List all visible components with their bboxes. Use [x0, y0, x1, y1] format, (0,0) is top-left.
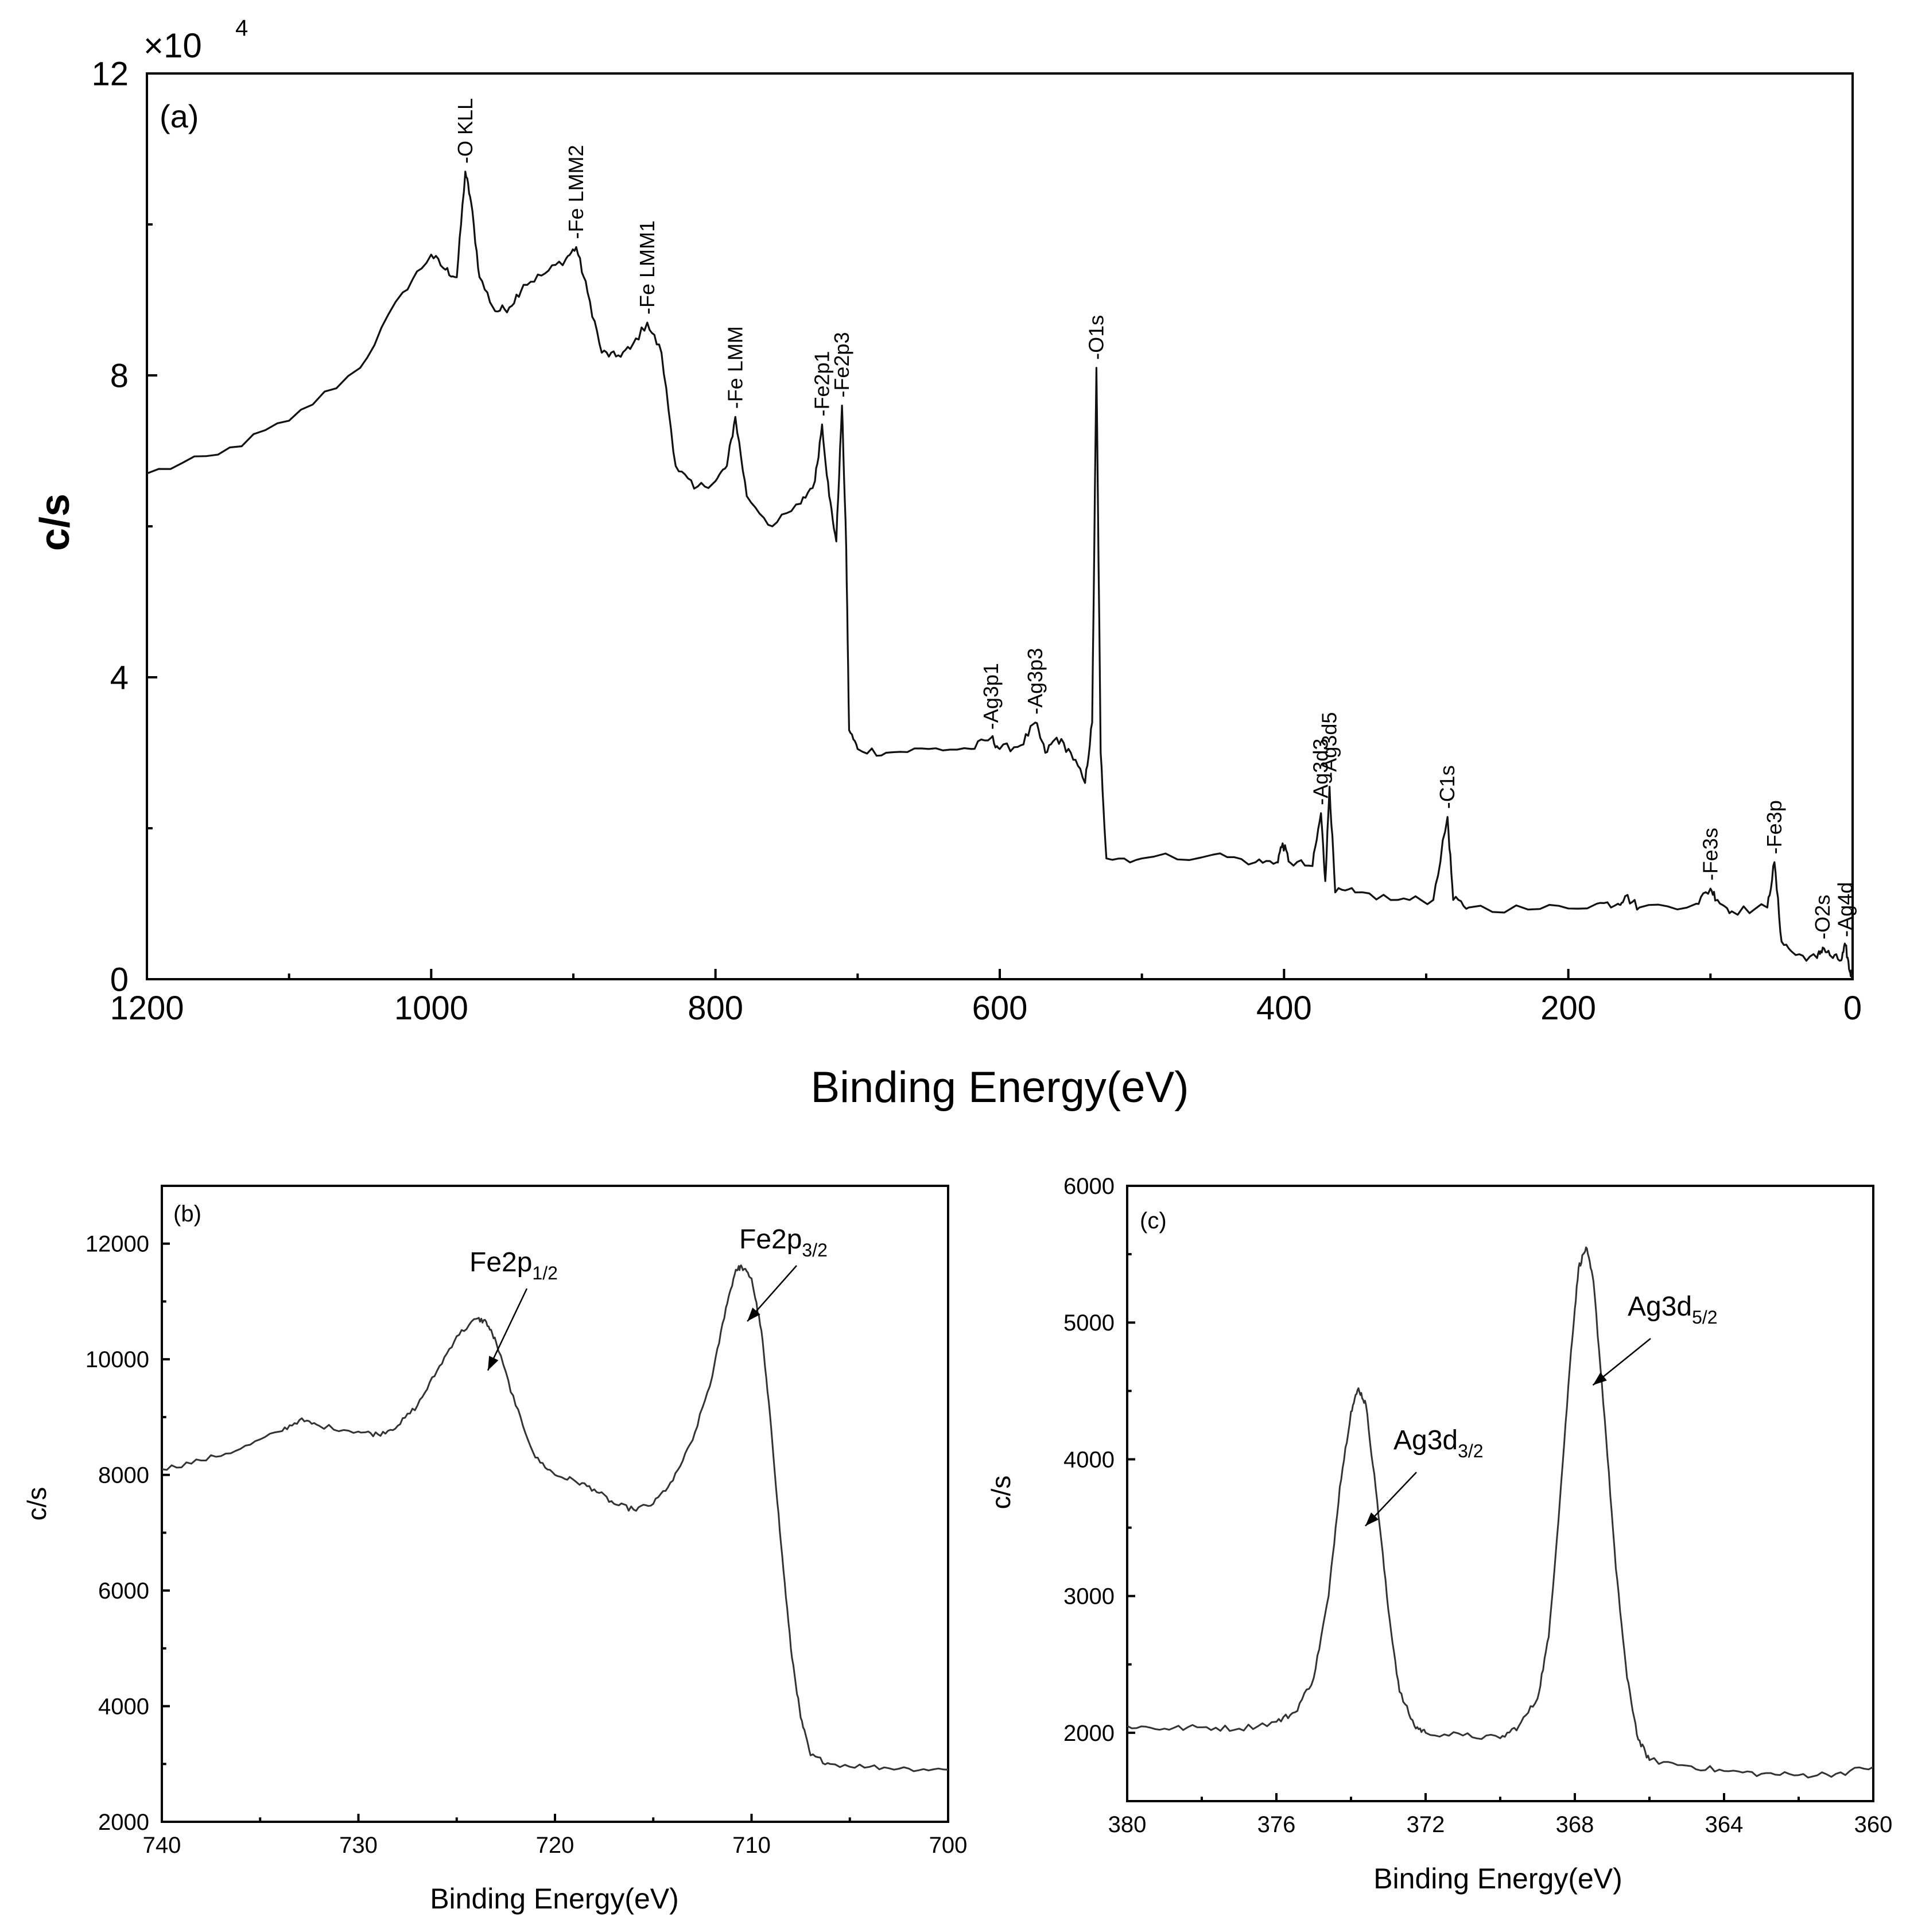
x-tick-label: 710 [732, 1833, 771, 1858]
x-tick-label: 380 [1108, 1812, 1147, 1837]
x-tick-label: 368 [1556, 1812, 1594, 1837]
y-tick-label: 5000 [1063, 1310, 1115, 1336]
peak-label: -Ag3p3 [1023, 648, 1047, 715]
peak-annotation-subscript: 3/2 [802, 1240, 827, 1260]
y-tick-label: 2000 [98, 1810, 149, 1835]
y-tick-label: 10000 [86, 1347, 149, 1372]
peak-label: -Fe LMM [723, 326, 747, 409]
y-tick-label: 12000 [86, 1232, 149, 1257]
x-tick-label: 740 [143, 1833, 181, 1858]
panel-label: (b) [173, 1201, 201, 1227]
y-tick-label: 8 [110, 357, 129, 394]
x-tick-label: 400 [1256, 990, 1312, 1027]
panel-b: (b) c/s Binding Energy(eV) 740 730 720 710 7… [22, 1185, 968, 1915]
y-tick-label: 4000 [1063, 1447, 1115, 1472]
y-tick-label: 6000 [98, 1578, 149, 1604]
peak-label: -Fe3p [1763, 800, 1786, 854]
x-tick-label: 600 [972, 990, 1028, 1027]
y-axis-label: c/s [22, 1487, 52, 1521]
y-tick-label: 0 [110, 961, 129, 998]
peak-annotation: Fe2p1/2 [469, 1247, 558, 1283]
x-tick-label: 720 [536, 1833, 574, 1858]
x-axis-label: Binding Energy(eV) [1373, 1863, 1622, 1895]
y-tick-label: 6000 [1063, 1174, 1115, 1199]
arrow-head [488, 1356, 499, 1371]
x-tick-label: 364 [1705, 1812, 1744, 1837]
x-tick-label: 730 [339, 1833, 378, 1858]
x-axis-label: Binding Energy(eV) [810, 1063, 1189, 1112]
fe2p-spectrum [161, 1264, 949, 1772]
y-tick-label: 4000 [98, 1694, 149, 1720]
y-tick-label: 8000 [98, 1463, 149, 1488]
y-tick-label: 12 [91, 55, 129, 92]
panel-label: (c) [1140, 1208, 1167, 1233]
arrow-head [1365, 1512, 1379, 1526]
x-tick-label: 360 [1854, 1812, 1893, 1837]
peak-labels: Fe2p1/2 Fe2p3/2 [469, 1224, 828, 1371]
peak-annotation-subscript: 3/2 [1458, 1441, 1483, 1461]
y-multiplier-exponent: 4 [235, 15, 248, 41]
peak-label: -O1s [1084, 315, 1108, 360]
arrow-head [747, 1308, 760, 1322]
panel-a: (a) ×10 4 c/s Binding Energy(eV) 1200 100… [32, 15, 1862, 1112]
peak-annotation: Ag3d3/2 [1393, 1425, 1484, 1461]
arrow-line [487, 1288, 528, 1371]
plot-frame [146, 72, 1854, 980]
peak-annotation: Fe2p3/2 [739, 1224, 828, 1260]
x-tick-label: 700 [929, 1833, 968, 1858]
x-axis-label: Binding Energy(eV) [430, 1883, 679, 1915]
peak-label: -Ag3d5 [1318, 712, 1341, 779]
peak-label: -Fe LMM1 [635, 220, 659, 315]
peak-label: -Fe LMM2 [564, 145, 588, 239]
peak-labels: -O KLL -Fe LMM2 -Fe LMM1 -Fe LMM -Fe2p1-Fe2p… [453, 98, 1857, 940]
peak-label: -Fe2p3 [830, 332, 853, 398]
axis-ticks: 1200 1000 800 600 400 200 0 0 4 8 12 [91, 55, 1862, 1027]
x-tick-label: 372 [1407, 1812, 1445, 1837]
peak-label: -O2s [1811, 895, 1834, 940]
x-tick-label: 0 [1843, 990, 1862, 1027]
peak-label: -Fe2p1 [810, 351, 833, 416]
y-multiplier: ×10 [143, 26, 202, 65]
y-axis-label: c/s [986, 1476, 1016, 1510]
panel-c: (c) c/s Binding Energy(eV) 380 376 372 368 3… [986, 1174, 1892, 1895]
axis-ticks: 740 730 720 710 700 2000 4000 6000 8000 10000 1200… [86, 1232, 968, 1858]
y-tick-label: 2000 [1063, 1721, 1115, 1746]
x-tick-label: 800 [688, 990, 743, 1027]
y-tick-label: 3000 [1063, 1584, 1115, 1609]
peak-labels: Ag3d3/2 Ag3d5/2 [1365, 1291, 1718, 1527]
y-axis-label: c/s [32, 494, 78, 551]
survey-spectrum [146, 170, 1854, 980]
x-tick-label: 376 [1257, 1812, 1296, 1837]
axis-ticks: 380 376 372 368 364 360 2000 3000 4000 5000 6000 [1063, 1174, 1892, 1837]
arrow-head [1593, 1372, 1607, 1386]
peak-label: -Ag3p1 [979, 663, 1003, 730]
ag3d-spectrum [1127, 1246, 1874, 1779]
x-tick-label: 1200 [110, 990, 184, 1027]
peak-annotation-subscript: 5/2 [1692, 1307, 1717, 1328]
peak-label: -O KLL [453, 98, 477, 164]
plot-frame [1126, 1185, 1874, 1802]
x-tick-label: 200 [1540, 990, 1596, 1027]
peak-annotation-subscript: 1/2 [532, 1263, 557, 1283]
peak-label: -Fe3s [1698, 828, 1722, 880]
x-tick-label: 1000 [394, 990, 468, 1027]
y-tick-label: 4 [110, 659, 129, 696]
peak-label: -Ag3d3 [1309, 739, 1333, 805]
peak-label: -Ag4d [1834, 882, 1857, 937]
panel-label: (a) [160, 98, 199, 134]
peak-label: -C1s [1435, 765, 1459, 809]
peak-annotation: Ag3d5/2 [1628, 1291, 1718, 1328]
